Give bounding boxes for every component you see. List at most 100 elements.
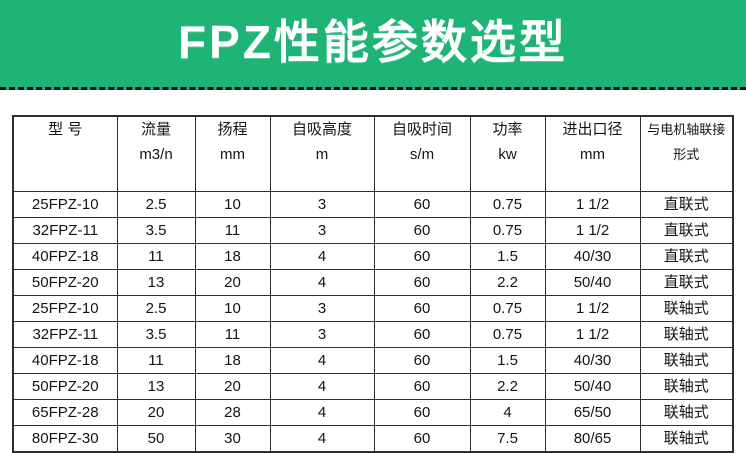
column-header-unit [643, 167, 731, 191]
column-header-label: 自吸时间 [391, 121, 452, 138]
table-cell: 60 [373, 321, 471, 348]
table-cell: 40/30 [544, 347, 641, 374]
table-cell: 4 [269, 373, 375, 400]
column-header: 功率 kw [469, 115, 546, 192]
table-cell: 4 [269, 243, 375, 270]
table-cell: 1 1/2 [544, 295, 641, 322]
table-cell: 28 [194, 399, 271, 426]
table-cell: 联轴式 [639, 295, 734, 322]
column-header-label: 进出口径 [562, 121, 623, 138]
column-header-unit [16, 143, 115, 167]
table-cell: 2.5 [116, 191, 196, 218]
table-cell: 联轴式 [639, 321, 734, 348]
table-cell: 联轴式 [639, 399, 734, 426]
table-cell: 0.75 [469, 191, 546, 218]
table-cell: 13 [116, 269, 196, 296]
table-cell: 11 [116, 243, 196, 270]
table-cell: 20 [194, 269, 271, 296]
table-row: 50FPZ-20 13 20 4 60 2.2 50/40 联轴式 [12, 373, 734, 400]
table-cell: 80/65 [544, 425, 641, 453]
column-header-label: 自吸高度 [291, 121, 352, 138]
table-cell: 60 [373, 191, 471, 218]
table-cell: 11 [194, 217, 271, 244]
table-cell: 1 1/2 [544, 191, 641, 218]
column-header: 与电机轴联接形式 [639, 115, 734, 192]
table-cell: 1.5 [469, 243, 546, 270]
table-cell: 40FPZ-18 [12, 243, 118, 270]
table-cell: 直联式 [639, 217, 734, 244]
table-cell: 2.2 [469, 373, 546, 400]
table-cell: 3 [269, 295, 375, 322]
table-row: 40FPZ-18 11 18 4 60 1.5 40/30 直联式 [12, 243, 734, 270]
table-cell: 3 [269, 217, 375, 244]
column-header: 自吸时间 s/m [373, 115, 471, 192]
column-header: 扬程 mm [194, 115, 271, 192]
table-cell: 60 [373, 269, 471, 296]
table-cell: 2.2 [469, 269, 546, 296]
title-banner: FPZ性能参数选型 [0, 0, 746, 90]
table-cell: 60 [373, 425, 471, 453]
table-cell: 25FPZ-10 [12, 191, 118, 218]
table-cell: 50/40 [544, 373, 641, 400]
table-cell: 18 [194, 243, 271, 270]
table-cell: 直联式 [639, 191, 734, 218]
table-cell: 1.5 [469, 347, 546, 374]
column-header-label: 与电机轴联接形式 [647, 122, 726, 162]
table-cell: 18 [194, 347, 271, 374]
table-cell: 1 1/2 [544, 321, 641, 348]
table-cell: 4 [269, 347, 375, 374]
table-row: 25FPZ-10 2.5 10 3 60 0.75 1 1/2 联轴式 [12, 295, 734, 322]
table-cell: 10 [194, 191, 271, 218]
table-cell: 25FPZ-10 [12, 295, 118, 322]
column-header-label: 流量 [140, 121, 171, 138]
table-cell: 10 [194, 295, 271, 322]
table-cell: 80FPZ-30 [12, 425, 118, 453]
table-cell: 50FPZ-20 [12, 373, 118, 400]
column-header-unit: kw [498, 146, 517, 163]
column-header-unit: m3/n [139, 146, 173, 163]
table-cell: 4 [269, 269, 375, 296]
table-cell: 直联式 [639, 269, 734, 296]
column-header: 流量 m3/n [116, 115, 196, 192]
table-cell: 2.5 [116, 295, 196, 322]
table-cell: 60 [373, 217, 471, 244]
table-cell: 3.5 [116, 321, 196, 348]
table-cell: 3.5 [116, 217, 196, 244]
column-header-unit: mm [220, 146, 245, 163]
table-cell: 4 [469, 399, 546, 426]
table-cell: 30 [194, 425, 271, 453]
table-cell: 4 [269, 425, 375, 453]
table-cell: 3 [269, 321, 375, 348]
table-cell: 20 [194, 373, 271, 400]
table-cell: 50/40 [544, 269, 641, 296]
table-cell: 50 [116, 425, 196, 453]
table-cell: 联轴式 [639, 373, 734, 400]
table-row: 65FPZ-28 20 28 4 60 4 65/50 联轴式 [12, 399, 734, 426]
table-cell: 60 [373, 347, 471, 374]
table-cell: 40FPZ-18 [12, 347, 118, 374]
table-cell: 20 [116, 399, 196, 426]
table-row: 50FPZ-20 13 20 4 60 2.2 50/40 直联式 [12, 269, 734, 296]
table-cell: 32FPZ-11 [12, 217, 118, 244]
table-cell: 联轴式 [639, 347, 734, 374]
table-cell: 60 [373, 373, 471, 400]
table-body: 25FPZ-10 2.5 10 3 60 0.75 1 1/2 直联式 32FPZ-11 3.5 1… [12, 191, 734, 453]
table-cell: 60 [373, 243, 471, 270]
column-header-label: 扬程 [217, 121, 248, 138]
table-row: 25FPZ-10 2.5 10 3 60 0.75 1 1/2 直联式 [12, 191, 734, 218]
table-cell: 7.5 [469, 425, 546, 453]
column-header-unit: s/m [409, 146, 435, 163]
column-header-label: 型 号 [48, 121, 83, 138]
table-cell: 40/30 [544, 243, 641, 270]
table-cell: 直联式 [639, 243, 734, 270]
table-cell: 1 1/2 [544, 217, 641, 244]
table-row: 40FPZ-18 11 18 4 60 1.5 40/30 联轴式 [12, 347, 734, 374]
table-cell: 50FPZ-20 [12, 269, 118, 296]
table-cell: 65FPZ-28 [12, 399, 118, 426]
table-cell: 60 [373, 295, 471, 322]
column-header-label: 功率 [492, 121, 523, 138]
table-row: 32FPZ-11 3.5 11 3 60 0.75 1 1/2 直联式 [12, 217, 734, 244]
table-cell: 0.75 [469, 295, 546, 322]
table-cell: 11 [116, 347, 196, 374]
column-header-unit: m [315, 146, 329, 163]
